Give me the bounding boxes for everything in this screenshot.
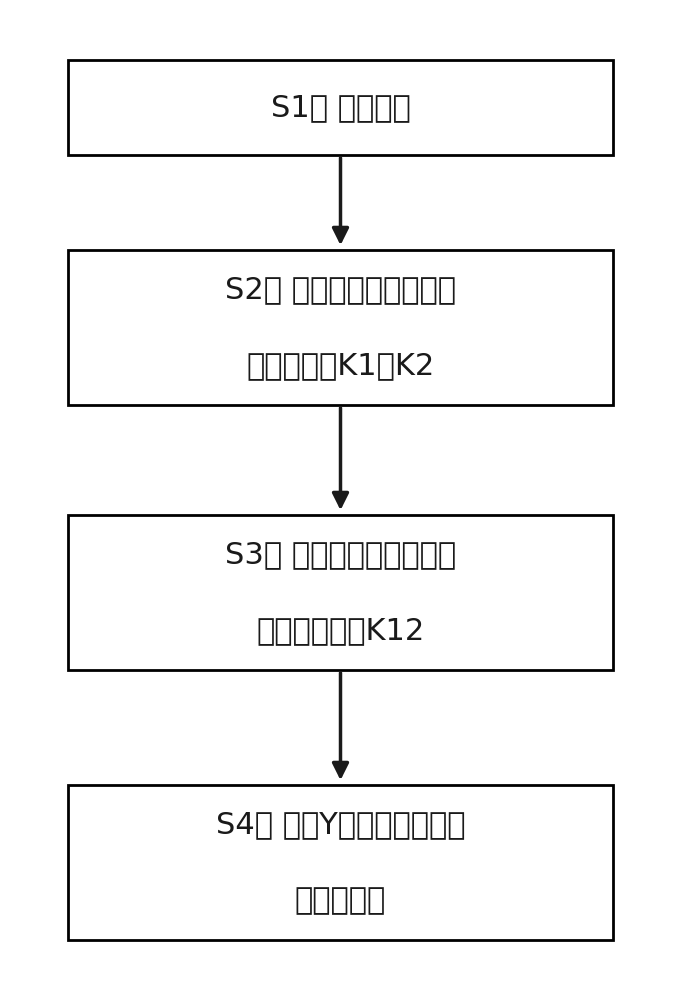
FancyBboxPatch shape	[68, 515, 613, 670]
FancyBboxPatch shape	[68, 60, 613, 155]
Text: 电压的斜率K1、K2: 电压的斜率K1、K2	[247, 351, 434, 380]
Text: 电压的斜率差K12: 电压的斜率差K12	[256, 616, 425, 645]
Text: S2： 计算第一电压与第二: S2： 计算第一电压与第二	[225, 275, 456, 304]
Text: S4： 判断Y电容上的电荷是: S4： 判断Y电容上的电荷是	[216, 810, 465, 839]
Text: S3： 计算第一电压与第二: S3： 计算第一电压与第二	[225, 540, 456, 569]
Text: 否达到平衡: 否达到平衡	[295, 886, 386, 915]
FancyBboxPatch shape	[68, 785, 613, 940]
FancyBboxPatch shape	[68, 250, 613, 405]
Text: S1： 采集电压: S1： 采集电压	[270, 93, 411, 122]
